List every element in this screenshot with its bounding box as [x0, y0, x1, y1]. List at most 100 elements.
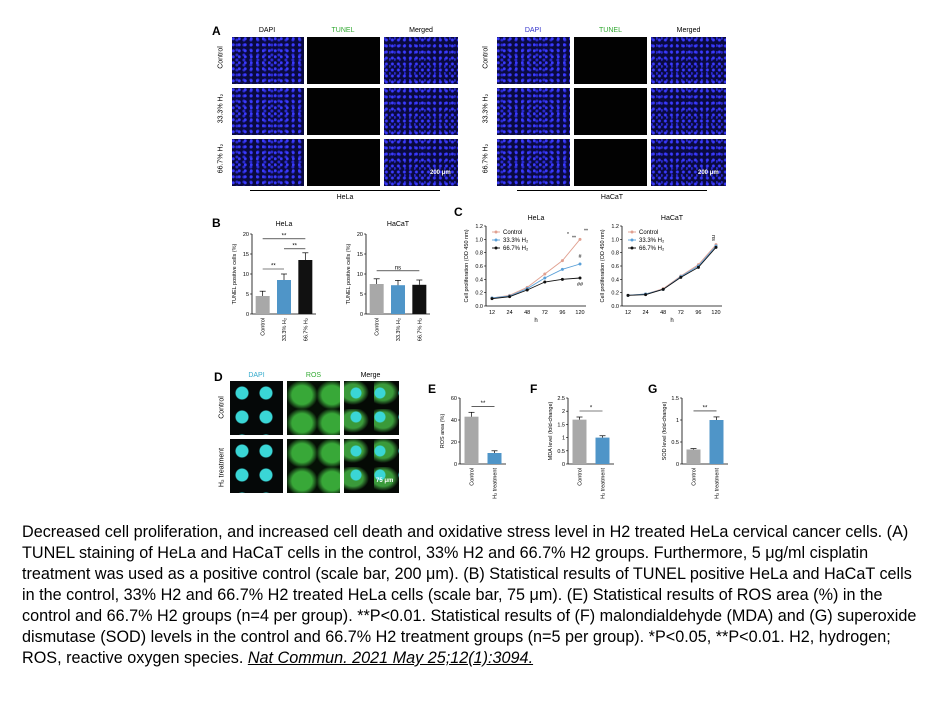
y-tick-label: 15 — [357, 252, 363, 258]
micrograph-hela-control-tunel — [307, 37, 380, 84]
scale-bar-d: 75 μm — [376, 478, 394, 484]
legend-marker — [630, 230, 634, 234]
panel-letter-e: E — [428, 382, 437, 396]
bar — [255, 296, 270, 314]
data-point — [714, 245, 718, 249]
y-tick-label: 0.4 — [475, 277, 483, 283]
group-label-hacat: HaCaT — [600, 194, 624, 201]
bar — [369, 284, 384, 314]
y-tick-label: 10 — [243, 272, 249, 278]
caption-citation[interactable]: Nat Commun. 2021 May 25;12(1):3094. — [247, 649, 534, 667]
data-point — [543, 280, 547, 284]
col-header-dapi-hacat: DAPI — [524, 27, 542, 34]
sig-annotation: ** — [271, 264, 276, 270]
micrograph-hacat-33-merged — [651, 88, 726, 135]
legend-marker — [494, 246, 498, 250]
series-line — [491, 263, 581, 299]
row-label-h2-d: H₂ treatment — [218, 447, 226, 488]
y-axis-label: MDA level (fold-change) — [548, 401, 554, 460]
y-tick-label: 0.2 — [611, 291, 619, 297]
y-axis-label: SOD level (fold-change) — [662, 401, 668, 460]
bar — [709, 420, 724, 464]
y-tick-label: 1.2 — [475, 224, 483, 230]
y-tick-label: 20 — [451, 440, 457, 446]
legend-label: Control — [639, 230, 658, 236]
series-line — [627, 247, 717, 296]
x-tick-label: 72 — [678, 310, 684, 316]
legend-label: 66.7% H₂ — [503, 246, 529, 252]
panel-letter-c: C — [454, 205, 463, 219]
x-tick-label: 48 — [524, 310, 530, 316]
micrograph-d-control-merge — [344, 381, 399, 435]
y-tick-label: 20 — [243, 232, 249, 238]
micrograph-hacat-control-dapi — [497, 37, 570, 84]
data-point — [578, 237, 582, 241]
micrograph-hacat-control-merged — [651, 37, 726, 84]
legend-label: 66.7% H₂ — [639, 246, 665, 252]
micrograph-hacat-67-tunel — [574, 139, 647, 186]
row-label-control-d: Control — [218, 396, 226, 419]
micrograph-hela-33-tunel — [307, 88, 380, 135]
panel-letter-a: A — [212, 24, 221, 38]
bar — [277, 280, 291, 314]
micrograph-d-control-ros — [287, 381, 340, 435]
series-line — [627, 244, 717, 296]
y-tick-label: 1 — [562, 436, 565, 442]
panel-letter-f: F — [530, 382, 538, 396]
row-label-control: Control — [217, 46, 225, 69]
series-line — [627, 245, 717, 296]
series-line — [491, 239, 581, 299]
caption-text: Decreased cell proliferation, and increa… — [22, 523, 917, 667]
legend-marker — [630, 246, 634, 250]
data-point — [578, 262, 582, 266]
row-label-67-hacat: 66.7% H₂ — [482, 143, 490, 174]
micrograph-hela-33-dapi — [232, 88, 304, 135]
micrograph-hacat-33-tunel — [574, 88, 647, 135]
y-tick-label: 0.0 — [475, 304, 483, 310]
legend-item: Control — [492, 230, 522, 236]
bar — [412, 284, 427, 314]
micrograph-hela-67-dapi — [232, 139, 304, 186]
col-header-tunel-hacat: TUNEL — [599, 27, 622, 34]
micrograph-hacat-33-dapi — [497, 88, 570, 135]
x-tick-label: Control — [692, 468, 698, 486]
x-tick-label: 96 — [695, 310, 701, 316]
legend-item: 33.3% H₂ — [492, 238, 529, 244]
micrograph-hacat-67-dapi — [497, 139, 570, 186]
bar — [686, 449, 701, 464]
y-tick-label: 1 — [676, 418, 679, 424]
x-tick-label: 24 — [643, 310, 649, 316]
panel-letter-g: G — [648, 382, 658, 396]
x-tick-label: 66.7% H₂ — [303, 318, 309, 341]
chart-title: HeLa — [276, 221, 293, 228]
y-axis-label: TUNEL positive cells (%) — [346, 244, 352, 305]
sig-annotation: ** — [703, 405, 708, 411]
y-tick-label: 0.8 — [611, 251, 619, 257]
bar — [298, 260, 313, 314]
micrograph-d-h2-dapi — [230, 439, 283, 493]
y-tick-label: 1.5 — [671, 396, 679, 402]
data-point — [508, 295, 512, 299]
y-tick-label: 0.5 — [671, 440, 679, 446]
bar — [464, 416, 479, 464]
y-tick-label: 0.4 — [611, 277, 619, 283]
x-tick-label: 12 — [625, 310, 631, 316]
chart-b-hacat: HaCaT 0 5 10 15 20 TUNEL positive cells (%) Con… — [346, 221, 430, 341]
data-point — [661, 287, 665, 291]
bar — [487, 453, 502, 464]
panel-letter-d: D — [214, 370, 223, 384]
chart-title: HaCaT — [387, 221, 410, 228]
col-header-ros: ROS — [305, 372, 322, 379]
group-label-hela: HeLa — [336, 194, 354, 201]
chart-e: 0 20 40 60 ROS area (%) Control H₂ treatment ** — [440, 396, 506, 499]
y-tick-label: 20 — [357, 232, 363, 238]
col-header-merge: Merge — [360, 372, 381, 379]
x-tick-label: 120 — [575, 310, 584, 316]
y-tick-label: 1.5 — [557, 422, 565, 428]
col-header-dapi-d: DAPI — [248, 372, 265, 379]
y-tick-label: 1.0 — [475, 237, 483, 243]
legend-item: 66.7% H₂ — [492, 246, 529, 252]
sig-annotation: ns — [710, 235, 716, 241]
x-tick-label: 24 — [507, 310, 513, 316]
